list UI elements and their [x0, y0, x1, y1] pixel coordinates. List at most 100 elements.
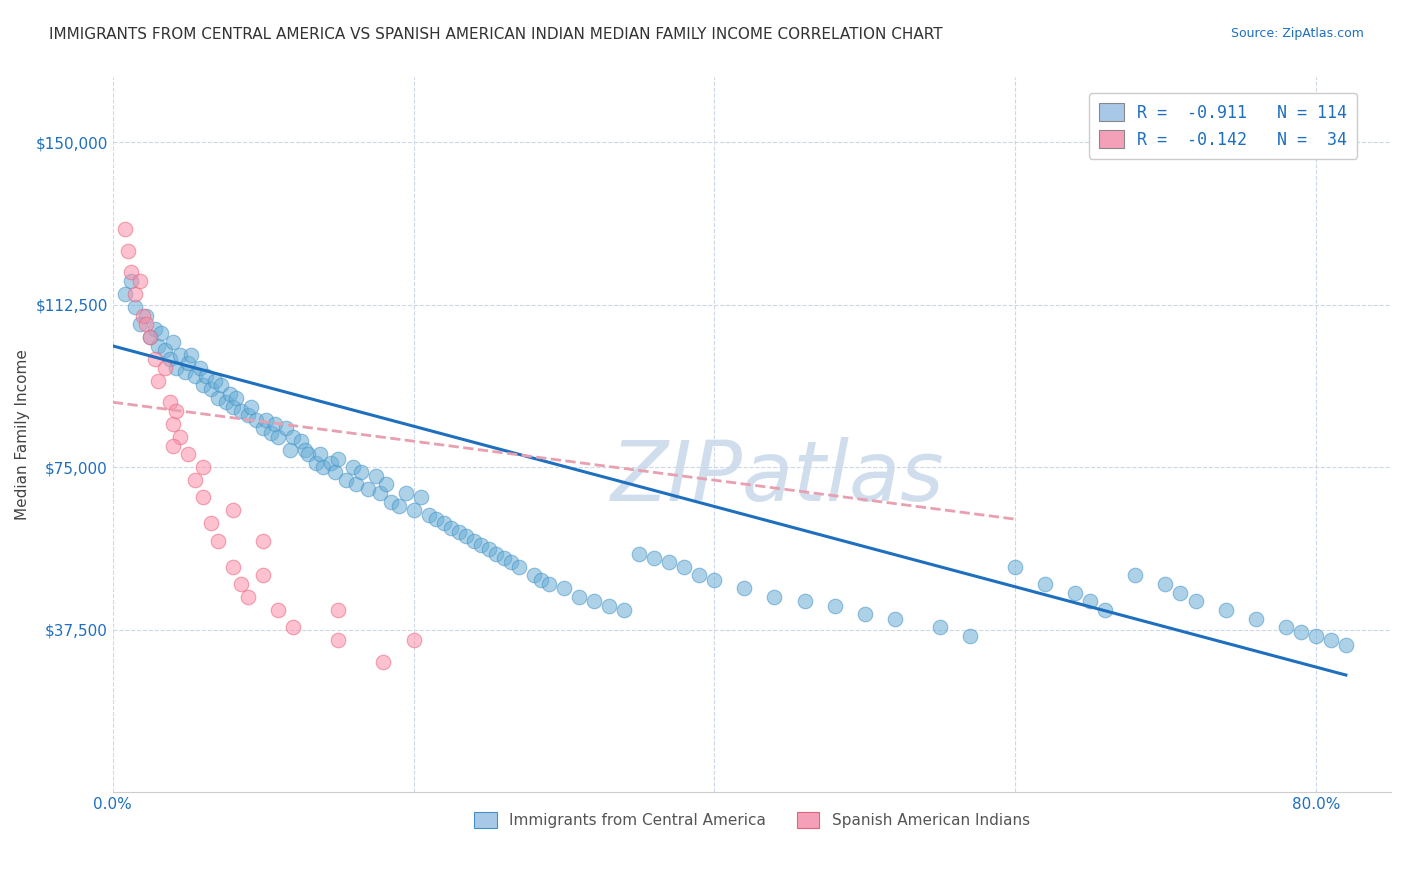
Point: [350, 465, 373, 479]
Text: ZIPatlas: ZIPatlas: [610, 437, 945, 518]
Point: [1064, 586, 1087, 600]
Point: [139, 330, 162, 344]
Point: [204, 374, 226, 388]
Point: [335, 473, 357, 487]
Point: [319, 456, 342, 470]
Point: [155, 360, 177, 375]
Point: [124, 300, 146, 314]
Point: [1184, 594, 1206, 608]
Point: [283, 620, 305, 634]
Point: [328, 633, 350, 648]
Point: [537, 577, 560, 591]
Point: [485, 547, 508, 561]
Point: [252, 533, 274, 548]
Point: [501, 556, 523, 570]
Point: [254, 412, 277, 426]
Point: [305, 456, 328, 470]
Point: [162, 417, 184, 431]
Point: [184, 369, 207, 384]
Point: [177, 447, 200, 461]
Point: [418, 508, 440, 522]
Point: [191, 378, 214, 392]
Point: [703, 573, 725, 587]
Point: [191, 460, 214, 475]
Point: [159, 351, 181, 366]
Point: [222, 559, 245, 574]
Point: [209, 378, 232, 392]
Point: [278, 442, 301, 457]
Point: [128, 274, 150, 288]
Point: [409, 491, 432, 505]
Point: [763, 590, 786, 604]
Point: [643, 551, 665, 566]
Point: [297, 447, 319, 461]
Point: [380, 495, 402, 509]
Point: [132, 309, 155, 323]
Point: [184, 473, 207, 487]
Point: [225, 391, 247, 405]
Point: [143, 351, 166, 366]
Point: [1078, 594, 1101, 608]
Point: [582, 594, 605, 608]
Point: [195, 369, 218, 384]
Point: [463, 533, 485, 548]
Point: [139, 330, 162, 344]
Point: [222, 503, 245, 517]
Point: [162, 334, 184, 349]
Point: [309, 447, 332, 461]
Point: [114, 287, 136, 301]
Point: [530, 573, 553, 587]
Point: [387, 499, 409, 513]
Point: [180, 348, 202, 362]
Point: [598, 599, 620, 613]
Point: [114, 222, 136, 236]
Point: [688, 568, 710, 582]
Point: [165, 360, 187, 375]
Point: [470, 538, 492, 552]
Point: [959, 629, 981, 643]
Point: [1154, 577, 1177, 591]
Point: [613, 603, 636, 617]
Point: [328, 603, 350, 617]
Point: [146, 374, 169, 388]
Point: [149, 326, 172, 340]
Point: [174, 365, 197, 379]
Y-axis label: Median Family Income: Median Family Income: [15, 350, 30, 520]
Point: [274, 421, 297, 435]
Point: [214, 395, 236, 409]
Point: [370, 486, 392, 500]
Point: [1094, 603, 1116, 617]
Point: [155, 343, 177, 358]
Point: [267, 430, 290, 444]
Point: [294, 442, 316, 457]
Point: [1170, 586, 1192, 600]
Point: [169, 348, 191, 362]
Point: [120, 265, 142, 279]
Point: [357, 482, 380, 496]
Point: [425, 512, 447, 526]
Point: [478, 542, 501, 557]
Point: [207, 391, 229, 405]
Point: [165, 404, 187, 418]
Point: [245, 412, 267, 426]
Point: [135, 318, 157, 332]
Point: [264, 417, 287, 431]
Point: [120, 274, 142, 288]
Point: [252, 421, 274, 435]
Point: [222, 400, 245, 414]
Point: [1215, 603, 1237, 617]
Point: [188, 360, 211, 375]
Point: [433, 516, 456, 531]
Point: [824, 599, 846, 613]
Point: [402, 503, 425, 517]
Point: [267, 603, 290, 617]
Point: [1125, 568, 1147, 582]
Legend: Immigrants from Central America, Spanish American Indians: Immigrants from Central America, Spanish…: [468, 805, 1036, 834]
Point: [229, 404, 252, 418]
Point: [673, 559, 696, 574]
Point: [290, 434, 312, 449]
Point: [1004, 559, 1026, 574]
Point: [456, 529, 478, 543]
Point: [328, 451, 350, 466]
Point: [1033, 577, 1056, 591]
